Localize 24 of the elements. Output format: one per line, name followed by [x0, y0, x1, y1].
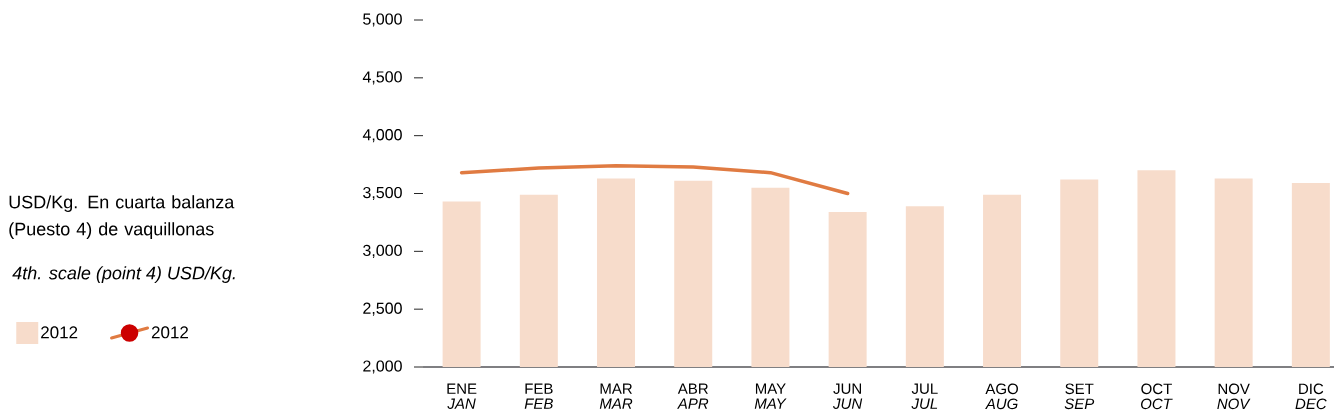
x-tick-label: NOV NOV	[1217, 383, 1251, 410]
line-series	[459, 163, 850, 196]
x-tick-label: OCT OCT	[1140, 383, 1173, 410]
y-tick-label: 5,000	[363, 13, 402, 27]
y-tick-label: 3,000	[363, 244, 402, 258]
y-tick-label: 4,000	[362, 129, 402, 143]
x-tick-label: ENE JAN	[447, 383, 477, 409]
x-tick-label: DIC DEC	[1295, 383, 1327, 410]
x-tick-label: ABR APR	[677, 383, 709, 409]
y-tick-label: 4,500	[362, 71, 402, 85]
legend-label: 2012	[41, 326, 78, 339]
x-tick-label: AGO AUG	[985, 383, 1018, 410]
y-tick-label: 2,500	[363, 302, 402, 316]
x-tick-label: MAY MAY	[754, 383, 787, 409]
x-tick-label: JUL JUL	[911, 383, 938, 409]
text: 4th. scale (point 4) USD/Kg.	[12, 266, 235, 283]
x-tick-label: SET SEP	[1064, 383, 1095, 410]
legend-label: 2012	[151, 326, 188, 339]
x-tick-label: MAR MAR	[599, 383, 633, 409]
y-tick-label: 3,500	[363, 186, 402, 201]
x-tick-label: FEB FEB	[524, 383, 553, 409]
y-tick-label: 2,000	[363, 360, 402, 374]
x-tick-label: JUN JUN	[833, 383, 863, 409]
text: USD/Kg. En cuarta balanza (Puesto 4) de vaquillonas	[9, 195, 235, 239]
